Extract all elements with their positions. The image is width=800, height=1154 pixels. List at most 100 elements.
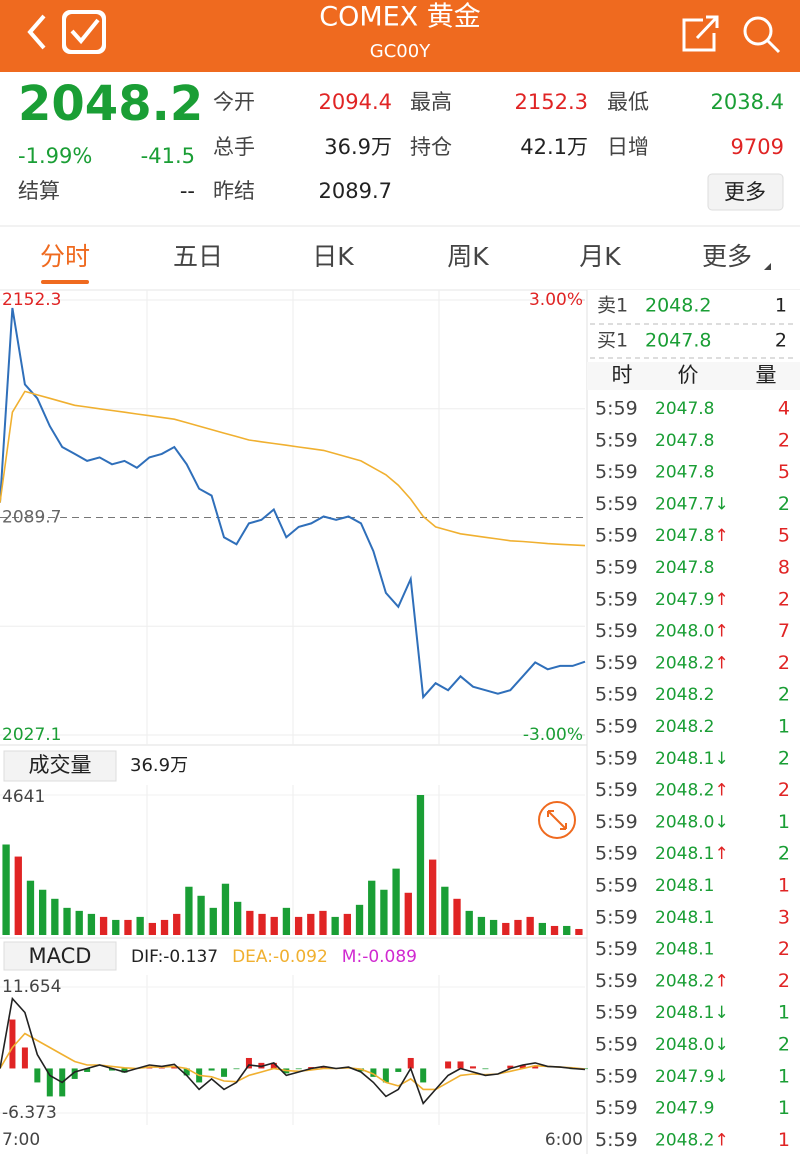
- trade-price-value: 2047.8: [655, 558, 714, 578]
- more-button[interactable]: 更多: [707, 173, 784, 211]
- book-price: 2048.2: [645, 295, 711, 317]
- more-button-label: 更多: [724, 180, 766, 204]
- volume-bar: [282, 907, 291, 935]
- volume-bar: [136, 916, 144, 935]
- trade-time: 5:59: [595, 747, 638, 769]
- trade-price: 2048.2: [655, 717, 714, 737]
- trade-price-value: 2048.2: [655, 717, 714, 737]
- trade-price-value: 2048.0: [655, 1035, 714, 1055]
- trade-price: 2048.2↑: [655, 781, 729, 801]
- trade-price: 2047.8: [655, 431, 714, 451]
- volume-bar: [160, 919, 169, 935]
- macd-bar: [183, 1068, 190, 1076]
- volume-bar: [514, 919, 522, 935]
- trade-qty: 1: [778, 875, 790, 897]
- volume-bar: [173, 913, 181, 935]
- tab[interactable]: 周K: [447, 242, 489, 271]
- volume-bar: [563, 925, 571, 935]
- average-line: [0, 390, 586, 547]
- trade-time: 5:59: [595, 493, 638, 515]
- trade-qty: 2: [778, 588, 790, 610]
- macd-bar: [457, 1061, 464, 1069]
- macd-bar: [420, 1068, 427, 1083]
- trade-price: 2048.0↑: [655, 622, 729, 642]
- field-label: 结算: [18, 179, 60, 203]
- y2-tick-label: 3.00%: [529, 290, 583, 310]
- trade-qty: 5: [778, 525, 790, 547]
- search-button[interactable]: [743, 16, 781, 54]
- expand-button[interactable]: [538, 801, 576, 839]
- trade-qty: 2: [778, 843, 790, 865]
- volume-bar: [343, 913, 351, 935]
- title: COMEX 黄金: [319, 2, 481, 33]
- trade-time: 5:59: [595, 1097, 638, 1119]
- trade-time: 5:59: [595, 1065, 638, 1087]
- indicator-label: M:-0.089: [342, 947, 417, 967]
- trade-price-value: 2048.2: [655, 653, 714, 673]
- trade-time: 5:59: [595, 970, 638, 992]
- tab[interactable]: 更多: [702, 242, 752, 271]
- x-tick-label: 7:00: [2, 1130, 40, 1150]
- back-button[interactable]: [27, 14, 46, 50]
- trade-arrow: ↑: [714, 1130, 728, 1150]
- trade-price-value: 2048.1: [655, 844, 714, 864]
- trade-price: 2047.8: [655, 463, 714, 483]
- volume-bar: [185, 886, 193, 935]
- trade-price-value: 2047.9: [655, 1067, 714, 1087]
- volume-bar: [550, 925, 559, 935]
- macd-bar: [532, 1065, 539, 1069]
- trade-qty: 2: [778, 938, 790, 960]
- trade-time: 5:59: [595, 429, 638, 451]
- trade-qty: 1: [778, 1097, 790, 1119]
- tab[interactable]: 分时: [40, 242, 90, 271]
- macd-bar: [482, 1068, 489, 1070]
- trade-price-value: 2047.8: [655, 526, 714, 546]
- macd-bar: [9, 1019, 16, 1069]
- price-line: [0, 307, 586, 700]
- trade-qty: 2: [778, 429, 790, 451]
- trade-time: 5:59: [595, 588, 638, 610]
- trade-price-value: 2048.0: [655, 622, 714, 642]
- volume-bar: [75, 910, 83, 935]
- trade-time: 5:59: [595, 811, 638, 833]
- watch-toggle[interactable]: [62, 10, 106, 54]
- trade-qty: 1: [778, 1065, 790, 1087]
- trade-time: 5:59: [595, 906, 638, 928]
- macd-bar: [295, 1068, 302, 1070]
- share-button[interactable]: [682, 15, 719, 52]
- volume-bar: [575, 928, 583, 935]
- trade-price-value: 2047.8: [655, 399, 714, 419]
- trade-price: 2048.1↓: [655, 1003, 729, 1023]
- trade-price-value: 2048.1: [655, 1003, 714, 1023]
- macd-bar: [71, 1068, 78, 1079]
- volume-bar: [331, 916, 339, 935]
- trade-qty: 2: [778, 652, 790, 674]
- indicator-label: DEA:-0.092: [232, 947, 328, 967]
- field-label: 日增: [607, 135, 649, 159]
- macd-bar: [84, 1068, 91, 1072]
- macd-bar: [382, 1068, 389, 1083]
- tab[interactable]: 日K: [312, 242, 354, 271]
- field-label: 今开: [213, 90, 255, 114]
- y-tick-label: -6.373: [2, 1103, 57, 1123]
- field-value: 2089.7: [319, 179, 392, 203]
- field-value: 36.9万: [324, 135, 392, 159]
- volume-bar: [368, 880, 376, 935]
- tab[interactable]: 月K: [579, 242, 621, 271]
- trade-qty: 8: [778, 557, 790, 579]
- volume-bar: [197, 895, 205, 935]
- tab[interactable]: 五日: [173, 242, 223, 271]
- column-header: 量: [756, 363, 777, 387]
- macd-bar: [245, 1057, 252, 1069]
- expand-circle: [538, 801, 576, 839]
- book-price: 2047.8: [645, 330, 711, 352]
- macd-bar: [519, 1064, 526, 1069]
- volume-bar: [307, 913, 315, 935]
- trade-arrow: ↓: [714, 1067, 728, 1087]
- field-value: 9709: [731, 135, 784, 159]
- field-label: 持仓: [410, 135, 452, 159]
- field-value: 2152.3: [515, 90, 588, 114]
- label-box: [3, 750, 117, 782]
- book-label: 卖1: [597, 295, 628, 317]
